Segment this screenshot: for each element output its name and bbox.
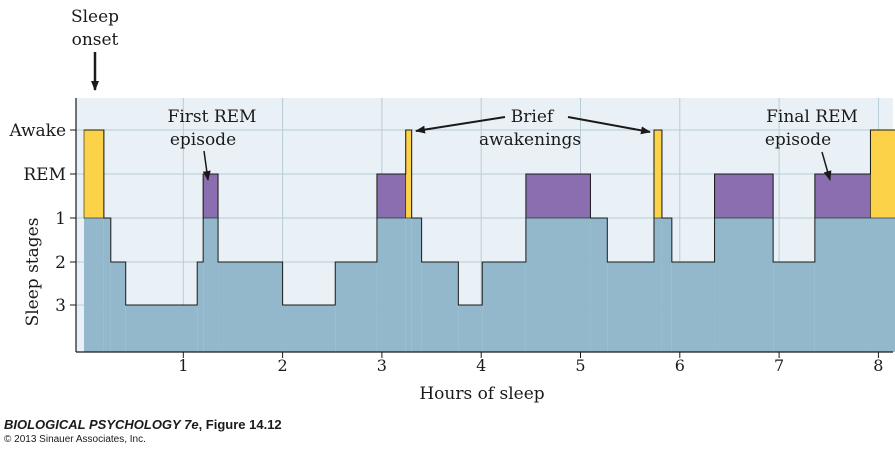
figure-caption: BIOLOGICAL PSYCHOLOGY 7e, Figure 14.12 [4, 417, 282, 432]
rem-block-9 [376, 173, 407, 219]
annotation-first-rem-line2: episode [170, 130, 236, 150]
stage-fill-segment-22 [773, 262, 815, 352]
annotation-final-rem-line2: episode [765, 130, 831, 150]
y-tick-label-3: 2 [55, 253, 66, 273]
x-tick-label-8: 8 [873, 356, 883, 375]
stage-step-line [84, 129, 895, 306]
x-tick-label-2: 2 [278, 356, 288, 375]
final-rem-arrow [821, 151, 832, 181]
stage-fill-segment-18 [653, 218, 662, 352]
brief-awakening-arrow-left [415, 116, 506, 134]
stage-fill-segment-24 [870, 218, 895, 352]
brief-awakening-arrow-right [567, 116, 651, 135]
stage-fill-segment-20 [671, 262, 715, 352]
x-tick-label-4: 4 [476, 356, 486, 375]
annotation-brief-awakenings-line1: Brief [511, 107, 555, 127]
x-axis-label: Hours of sleep [419, 384, 544, 404]
rem-block-23 [814, 173, 871, 219]
y-axis-label: Sleep stages [23, 218, 43, 327]
stage-fill-segment-1 [103, 218, 111, 352]
rem-block-21 [714, 173, 774, 219]
stage-fill-segment-12 [421, 262, 459, 352]
x-tick-label-6: 6 [675, 356, 685, 375]
stage-fill-segment-16 [590, 218, 608, 352]
awake-block-0 [83, 129, 105, 219]
annotation-brief-awakenings-line2: awakenings [479, 130, 581, 150]
stage-fill-segment-19 [661, 218, 672, 352]
awake-block-10 [405, 129, 412, 219]
stage-fill-segment-2 [110, 262, 126, 352]
annotation-sleep-onset-line2: onset [72, 30, 119, 50]
rem-block-15 [525, 173, 591, 219]
stage-fill-segment-17 [607, 262, 654, 352]
stage-fill-segment-13 [458, 305, 483, 352]
stage-fill-segment-8 [335, 262, 377, 352]
x-tick-label-1: 1 [178, 356, 188, 375]
stage-fill-segment-0 [84, 218, 104, 352]
stage-fill-segment-14 [482, 262, 526, 352]
stage-fill-segment-15 [525, 218, 591, 352]
first-rem-arrow [202, 150, 211, 181]
axes [75, 98, 893, 353]
y-tick-label-1: REM [23, 165, 66, 185]
awake-block-18 [653, 129, 663, 219]
stage-fill-segment-6 [218, 262, 283, 352]
caption-book-title: BIOLOGICAL PSYCHOLOGY 7e [4, 417, 199, 432]
awake-block-24 [870, 129, 895, 219]
x-tick-labels: 1 2 3 4 5 6 7 8 [178, 352, 883, 375]
stage-fill-segment-10 [405, 218, 412, 352]
stage-fill-segment-9 [376, 218, 406, 352]
stage-fill-segment-11 [411, 218, 422, 352]
caption-figure-number: , Figure 14.12 [198, 417, 282, 432]
stage-fill-segment-5 [203, 218, 219, 352]
annotation-first-rem-line1: First REM [168, 107, 257, 127]
stage-fill-segment-21 [714, 218, 774, 352]
x-tick-label-7: 7 [774, 356, 784, 375]
stage-fill-segment-3 [125, 305, 198, 352]
annotation-sleep-onset-line1: Sleep [71, 7, 119, 27]
x-tick-label-3: 3 [377, 356, 387, 375]
stage-fill-segment-7 [282, 305, 336, 352]
y-tick-label-2: 1 [55, 209, 66, 229]
x-tick-label-5: 5 [575, 356, 585, 375]
y-tick-label-4: 3 [55, 296, 66, 316]
stage-fill-segment-23 [814, 218, 871, 352]
rem-block-5 [202, 173, 219, 219]
y-tick-label-0: Awake [8, 121, 66, 141]
caption-copyright: © 2013 Sinauer Associates, Inc. [4, 434, 146, 445]
hypnogram-blocks [83, 129, 895, 352]
stage-fill-segment-4 [197, 262, 204, 352]
annotation-final-rem-line1: Final REM [766, 107, 858, 127]
y-tick-labels: Awake REM 1 2 3 [8, 121, 76, 316]
